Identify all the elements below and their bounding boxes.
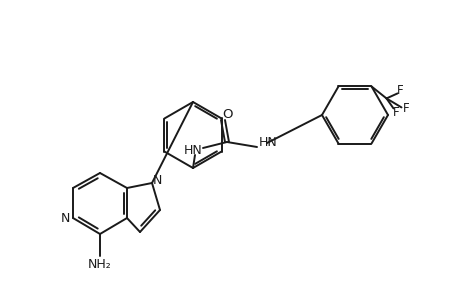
Text: NH₂: NH₂ — [88, 259, 112, 272]
Text: N: N — [60, 212, 69, 224]
Text: O: O — [222, 107, 233, 121]
Text: F: F — [402, 102, 409, 115]
Text: HN: HN — [258, 136, 277, 148]
Text: N: N — [152, 173, 161, 187]
Text: HN: HN — [183, 145, 202, 158]
Text: F: F — [396, 84, 403, 97]
Text: F: F — [392, 106, 399, 119]
